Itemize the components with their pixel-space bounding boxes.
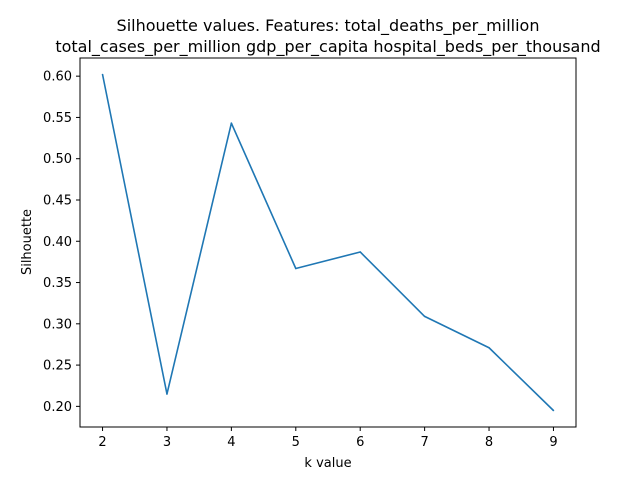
x-tick-label: 9 (549, 435, 557, 450)
x-tick-label: 4 (227, 435, 235, 450)
data-point (101, 73, 104, 76)
plot-frame (79, 57, 577, 428)
y-tick-label: 0.20 (43, 400, 72, 415)
data-point (294, 267, 297, 270)
x-tick-label: 2 (98, 435, 106, 450)
data-point (552, 409, 555, 412)
data-point (359, 251, 362, 253)
y-tick-label: 0.50 (43, 152, 72, 167)
x-axis-ticks: 2 3 4 5 6 7 8 9 (98, 427, 558, 450)
y-tick-label: 0.60 (43, 70, 72, 85)
chart-title: Silhouette values. Features: total_death… (117, 16, 540, 36)
data-point (488, 346, 490, 349)
y-tick-label: 0.55 (43, 111, 72, 126)
data-point (166, 393, 168, 395)
x-tick-label: 3 (163, 435, 171, 450)
x-tick-label: 8 (485, 435, 493, 450)
y-tick-label: 0.35 (43, 276, 72, 291)
x-tick-label: 7 (420, 435, 428, 450)
x-tick-label: 5 (292, 435, 300, 450)
data-point (230, 122, 233, 125)
y-axis-ticks: 0.20 0.25 0.30 0.35 0.40 0.45 0.50 0.55 0.60 (43, 70, 80, 415)
x-tick-label: 6 (356, 435, 364, 450)
y-tick-label: 0.30 (43, 317, 72, 332)
series-layer (101, 73, 555, 412)
y-tick-label: 0.25 (43, 359, 72, 374)
y-tick-label: 0.40 (43, 235, 72, 250)
series-line (101, 74, 555, 412)
y-axis-label: Silhouette (20, 209, 35, 275)
x-axis-label: k value (304, 456, 351, 471)
data-point (423, 315, 426, 318)
chart-subtitle: total_cases_per_million gdp_per_capita h… (55, 37, 600, 57)
y-tick-label: 0.45 (43, 193, 72, 208)
